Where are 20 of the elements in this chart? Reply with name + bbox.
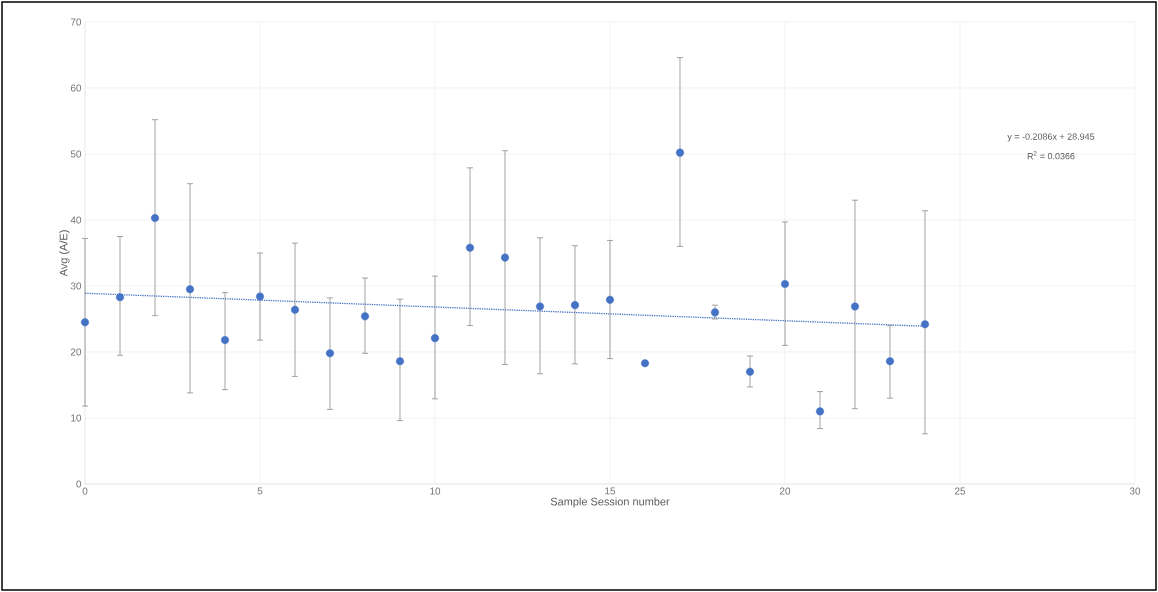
x-tick-label: 25: [954, 487, 966, 495]
y-tick-label: 20: [70, 348, 82, 356]
x-tick-label: 5: [257, 487, 263, 495]
y-tick-label: 10: [71, 414, 82, 422]
x-tick-label: 15: [605, 487, 616, 495]
annotation: R$^{2}$ = 0.0366: [1027, 151, 1075, 160]
y-tick-label: 70: [70, 18, 82, 26]
x-axis-title: Sample Session number: [550, 497, 670, 508]
y-tick-label: 0: [76, 480, 82, 488]
x-tick-label: 0: [82, 487, 88, 495]
y-axis-title: Avg (A/E): [59, 230, 70, 277]
point: [641, 359, 649, 368]
x-tick-label: 10: [430, 487, 441, 495]
y-tick-label: 30: [70, 282, 82, 290]
x-tick-label: 20: [779, 487, 791, 495]
x-tick-label: 30: [1129, 487, 1141, 495]
y-tick-label: 50: [70, 150, 82, 158]
y-tick-label: 40: [70, 216, 82, 224]
y-tick-label: 60: [70, 84, 82, 92]
annotation: y = -0.2086x + 28.945: [1007, 133, 1095, 142]
